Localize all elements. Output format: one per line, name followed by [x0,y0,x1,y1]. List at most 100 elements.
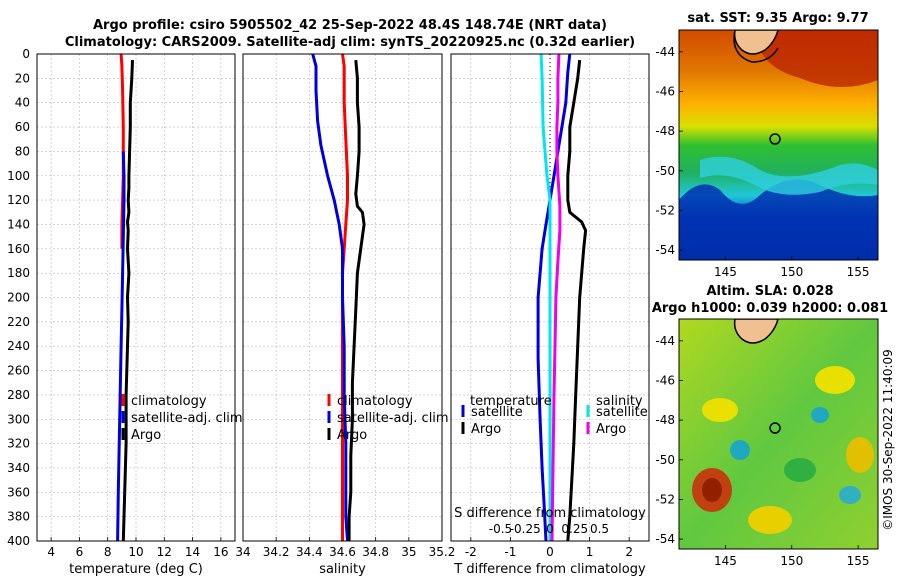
coastline [733,30,779,63]
sla-blob [839,486,861,504]
series-line-satellite-adj-clim [311,53,349,542]
y-tick-label: 260 [7,364,30,378]
y-tick-label: 320 [7,437,30,451]
sst-map-frame [678,29,879,261]
y-tick-label: -54 [655,243,675,257]
y-tick-label: 140 [7,217,30,231]
x-tick-label: 12 [157,545,172,559]
temperature-profile-panel: 4 6 8 10 12 14 16 temperature (deg C) climatolog… [36,53,243,577]
sla-blob [815,366,855,394]
x-axis-label: T difference from climatology [453,562,646,577]
sla-blob [846,437,874,473]
x-tick-label: 145 [714,265,737,279]
y-tick-label: -50 [655,453,675,467]
y-tick-label: 300 [7,412,30,426]
x-tick-label: -1 [504,545,516,559]
sla-map-axes: 145 150 155 -44 -46 -48 -50 -52 -54 [655,334,869,568]
y-tick-label: -52 [655,492,675,506]
x-tick-label: 34.8 [362,545,389,559]
x-axis-label: salinity [319,562,366,577]
y-tick-label: 240 [7,339,30,353]
imos-watermark: ©IMOS 30-Sep-2022 11:40:09 [881,349,895,531]
y-tick-label: 0 [22,47,30,61]
x-tick-label: 6 [76,545,84,559]
secondary-x-tick-label: 0.25 [561,522,588,536]
x-tick-label: 35 [401,545,416,559]
x-tick-label: 35.2 [429,545,456,559]
legend-label: satellite-adj. clim [337,411,449,426]
y-tick-label: 60 [15,120,30,134]
y-tick-label: 40 [15,96,30,110]
title-line-1: Argo profile: csiro 5905502_42 25-Sep-20… [93,18,607,33]
sla-blob [702,398,738,422]
x-tick-label: 34.2 [263,545,290,559]
x-tick-label: 150 [780,265,803,279]
y-tick-label: -48 [655,413,675,427]
x-tick-label: 0 [546,545,554,559]
sla-map-title-line-2: Argo h1000: 0.039 h2000: 0.081 [652,301,888,316]
sla-blob [811,407,829,423]
sla-blob [702,478,722,502]
y-tick-label: 400 [7,534,30,548]
x-tick-label: 34 [235,545,250,559]
sst-map-title: sat. SST: 9.35 Argo: 9.77 [687,11,868,26]
legend-label: climatology [131,394,207,409]
y-tick-label: 120 [7,193,30,207]
x-tick-label: -2 [465,545,477,559]
sst-map-axes: 145 150 155 -44 -46 -48 -50 -52 -54 [655,45,869,279]
x-tick-label: 145 [714,554,737,568]
y-tick-label: -44 [655,334,675,348]
title-line-2: Climatology: CARS2009. Satellite-adj cli… [65,35,635,50]
legend-heading-temperature: temperature [470,394,552,409]
legend-label: satellite [471,405,523,420]
sst-cyan-front [700,156,878,195]
x-tick-label: 155 [847,554,870,568]
y-tick-label: 180 [7,266,30,280]
legend-label: Argo [337,428,367,443]
y-tick-label: 280 [7,388,30,402]
series-line-t-argo [566,59,588,542]
y-tick-label: -54 [655,532,675,546]
y-tick-label: -52 [655,203,675,217]
x-tick-label: 155 [847,265,870,279]
y-tick-label: -46 [655,84,675,98]
series-line-s-argo [550,53,562,542]
x-tick-label: 16 [213,545,228,559]
salinity-profile-panel: 34 34.2 34.4 34.6 34.8 35 35.2 salinity climatol… [235,53,456,577]
legend-label: satellite-adj. clim [131,411,243,426]
x-tick-label: 14 [185,545,200,559]
axes-frame [36,53,236,542]
legend-label: Argo [471,422,501,437]
y-tick-label: 80 [15,144,30,158]
secondary-x-tick-label: -0.5 [489,522,512,536]
sla-map-frame [678,318,879,550]
sst-map [679,30,878,260]
argo-location-marker [769,133,781,145]
y-tick-label: 220 [7,315,30,329]
sst-cold-tongue [679,179,878,260]
x-tick-label: 34.4 [296,545,323,559]
secondary-x-axis-label: S difference from climatology [454,506,646,521]
legend-label: Argo [131,428,161,443]
secondary-x-tick-label: 0.5 [590,522,609,536]
axes-frame [242,53,443,542]
difference-profile-panel: -2 -1 0 1 2 T difference from climatology temp… [450,53,650,577]
argo-location-marker [769,422,781,434]
tasmania-landmass [733,319,779,344]
x-tick-label: 1 [586,545,594,559]
legend-label: satellite [596,405,648,420]
legend-label: Argo [596,422,626,437]
legend-label: climatology [337,394,413,409]
series-line-argo [121,60,134,542]
x-tick-label: 8 [104,545,112,559]
secondary-x-tick-label: -0.25 [510,522,541,536]
y-tick-label: -50 [655,164,675,178]
sla-blob [730,440,750,460]
series-line-t-satellite [536,53,572,542]
y-tick-label: 200 [7,291,30,305]
x-tick-label: 10 [128,545,143,559]
secondary-x-tick-label: 0 [546,522,554,536]
legend-heading-salinity: salinity [596,394,643,409]
y-tick-label: -46 [655,373,675,387]
y-tick-label: 380 [7,510,30,524]
